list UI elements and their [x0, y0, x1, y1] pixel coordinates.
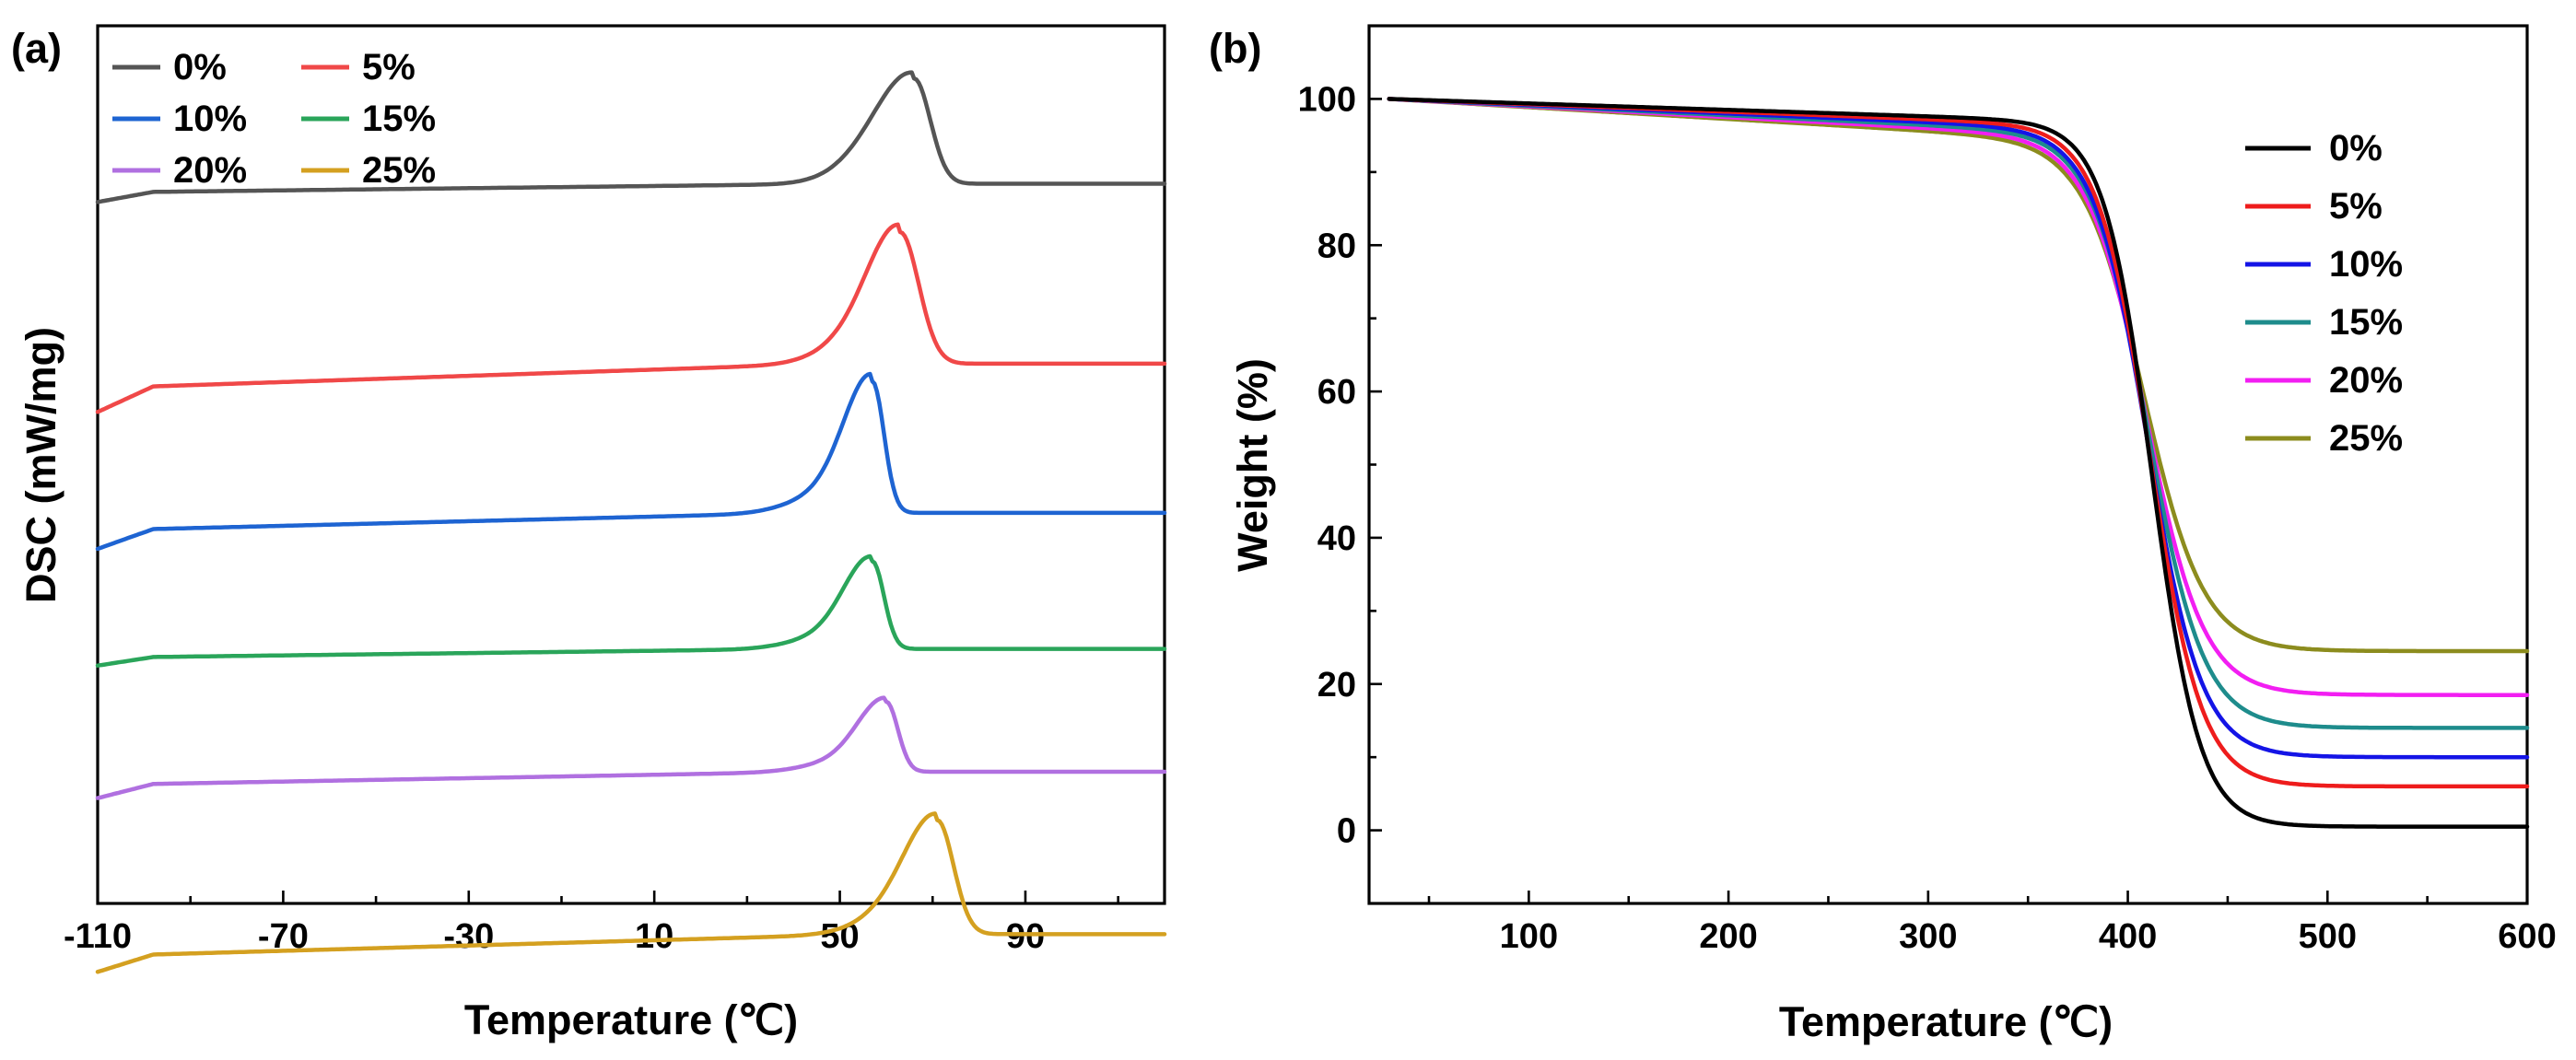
panel-a-series-line [95, 371, 1167, 552]
panel-a-series-line [95, 695, 1167, 800]
panel-b-series-line [1387, 97, 2530, 829]
panel-b-x-tick-label: 300 [1899, 917, 1957, 956]
panel-b-y-tick-label: 40 [1317, 519, 1356, 558]
panel-a-series-line [95, 222, 1167, 414]
panel-a-series-line [95, 811, 1167, 974]
panel-b-legend-label: 20% [2329, 360, 2403, 401]
panel-a-legend-label: 15% [362, 99, 436, 139]
panel-b-x-axis-label: Temperature (℃) [1779, 998, 2113, 1045]
panel-b-y-tick-label: 20 [1317, 666, 1356, 705]
panel-a-x-tick-label: 90 [1006, 917, 1045, 956]
panel-a-legend-label: 5% [362, 47, 416, 87]
panel-b-y-tick-label: 100 [1298, 80, 1356, 119]
panel-a-x-ticks: -110 -70 -30 10 50 90 [64, 891, 1119, 956]
panel-a-x-tick-label: -30 [443, 917, 494, 956]
panel-a-label: (a) [11, 25, 62, 72]
panel-b-y-ticks: 0 20 40 60 80 100 [1298, 24, 1382, 905]
panel-b-legend-label: 15% [2329, 302, 2403, 343]
panel-b: (b) 100 200 300 400 500 600 0 20 40 60 80 100 0% 5%… [1209, 24, 2557, 1045]
panel-a: (a) -110 -70 -30 10 50 90 0% 5%10% 15%20% 25% Te… [11, 24, 1167, 1043]
panel-a-curves [95, 70, 1167, 974]
panel-b-legend-label: 10% [2329, 244, 2403, 285]
panel-b-x-tick-label: 600 [2498, 917, 2556, 956]
panel-b-x-tick-label: 100 [1500, 917, 1558, 956]
panel-b-curves [1387, 97, 2530, 829]
panel-a-y-axis-label: DSC (mW/mg) [18, 327, 64, 603]
panel-b-legend-label: 5% [2329, 186, 2383, 227]
panel-a-legend-label: 20% [173, 150, 247, 191]
panel-b-legend-label: 0% [2329, 128, 2383, 169]
panel-b-y-tick-label: 80 [1317, 227, 1356, 265]
panel-a-series-line [95, 70, 1167, 204]
panel-b-x-tick-label: 400 [2099, 917, 2157, 956]
panel-a-x-axis-label: Temperature (℃) [464, 996, 798, 1043]
panel-b-y-tick-label: 60 [1317, 373, 1356, 412]
panel-b-x-ticks: 100 200 300 400 500 600 [1427, 891, 2557, 956]
panel-a-legend: 0% 5% 10% 15% 20% 25% [112, 47, 436, 191]
panel-a-legend-label: 25% [362, 150, 436, 191]
panel-a-series-line [95, 553, 1167, 668]
panel-b-label: (b) [1209, 25, 1261, 72]
panel-b-y-axis-label: Weight (%) [1229, 358, 1276, 572]
panel-a-x-tick-label: -110 [64, 917, 132, 956]
panel-a-legend-label: 10% [173, 99, 247, 139]
panel-b-y-tick-label: 0 [1337, 812, 1356, 851]
panel-b-legend: 0% 5% 10% 15% 20% 25% [2245, 128, 2403, 459]
panel-b-x-tick-label: 200 [1699, 917, 1757, 956]
panel-b-legend-label: 25% [2329, 418, 2403, 459]
panel-b-x-tick-label: 500 [2299, 917, 2357, 956]
panel-a-legend-label: 0% [173, 47, 227, 87]
panel-a-plot-frame [96, 24, 1166, 905]
panel-a-x-tick-label: 10 [635, 917, 673, 956]
